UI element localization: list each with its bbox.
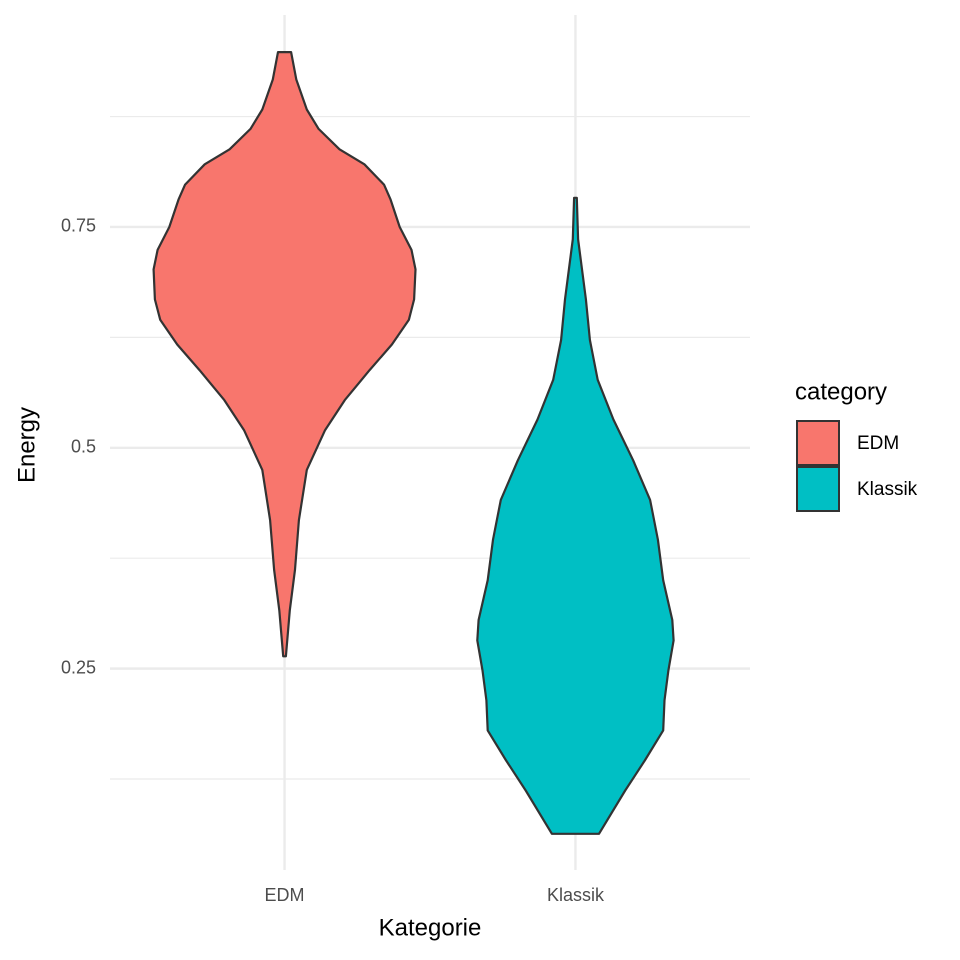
- x-tick-label: Klassik: [547, 885, 605, 905]
- legend-title: category: [795, 378, 887, 405]
- violin: [152, 51, 417, 658]
- y-tick-label: 0.75: [61, 216, 96, 236]
- y-tick-label: 0.5: [71, 437, 96, 457]
- y-axis-title: Energy: [13, 407, 40, 483]
- legend-label: EDM: [857, 433, 899, 454]
- violin: [476, 196, 675, 835]
- y-tick-label: 0.25: [61, 657, 96, 677]
- legend-label: Klassik: [857, 479, 918, 500]
- x-axis-title: Kategorie: [379, 914, 482, 941]
- legend-key: [796, 466, 840, 512]
- legend-key: [796, 420, 840, 466]
- x-tick-label: EDM: [265, 885, 305, 905]
